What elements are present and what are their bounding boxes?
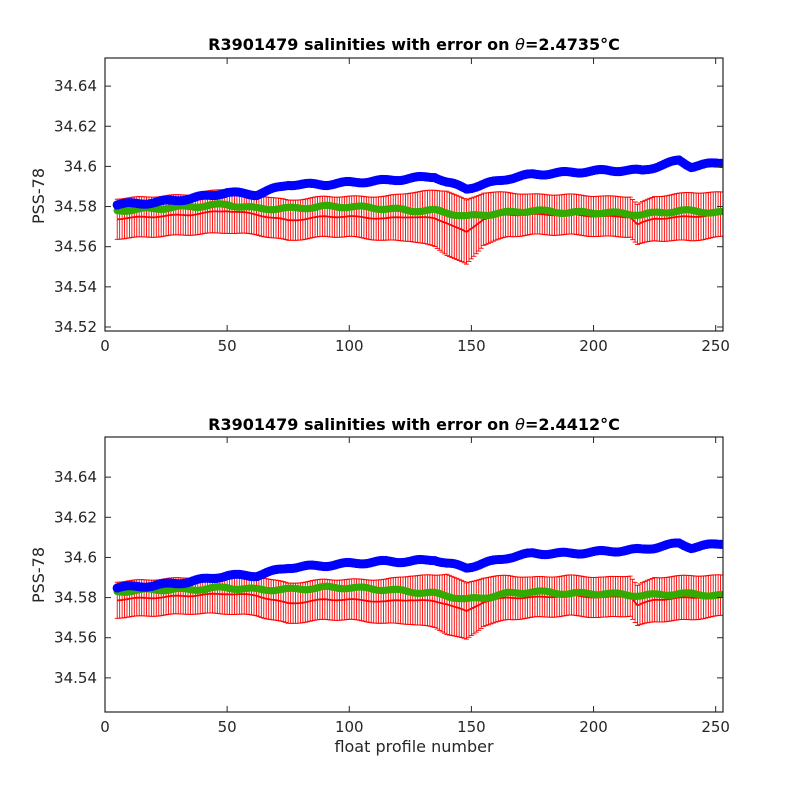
chart-top: R3901479 salinities with error on θ=2.47… (29, 35, 730, 355)
chart-bottom-ylabel: PSS-78 (29, 547, 48, 603)
x-tick-label: 50 (218, 337, 237, 355)
chart-bottom-title-unit: °C (600, 415, 620, 434)
chart-top-title-theta: θ (515, 35, 525, 54)
x-tick-label: 0 (100, 337, 110, 355)
blue-marker (718, 539, 723, 549)
x-tick-label: 250 (701, 718, 730, 736)
x-tick-label: 50 (218, 718, 237, 736)
y-tick-label: 34.62 (54, 117, 97, 135)
y-tick-label: 34.64 (54, 468, 97, 486)
x-tick-label: 200 (579, 337, 608, 355)
chart-top-title-value: =2.4735 (525, 35, 600, 54)
plot-content (112, 538, 723, 640)
blue-marker (718, 158, 723, 168)
chart-top-plot-area: 0 50 100 150 200 250 34.52 34.54 34.56 34.58 34.6 3… (54, 57, 730, 355)
y-tick-label: 34.56 (54, 238, 97, 256)
x-tick-label: 100 (335, 337, 364, 355)
chart-bottom: R3901479 salinities with error on θ=2.44… (29, 415, 730, 756)
chart-bottom-title: R3901479 salinities with error on θ=2.44… (208, 415, 620, 434)
error-bars (114, 188, 723, 265)
chart-bottom-xlabel: float profile number (334, 737, 494, 756)
y-tick-label: 34.52 (54, 318, 97, 336)
chart-bottom-title-value: =2.4412 (525, 415, 600, 434)
chart-bottom-title-prefix: R3901479 salinities with error on (208, 415, 515, 434)
plot-content (112, 155, 723, 265)
chart-top-title-prefix: R3901479 salinities with error on (208, 35, 515, 54)
axes-box (104, 436, 724, 713)
y-tick-label: 34.6 (64, 548, 97, 566)
error-bars (114, 573, 723, 640)
y-tick-label: 34.6 (64, 157, 97, 175)
axes-box (104, 57, 724, 332)
chart-top-ylabel: PSS-78 (29, 168, 48, 224)
x-tick-label: 100 (335, 718, 364, 736)
x-tick-label: 150 (457, 337, 486, 355)
x-tick-label: 0 (100, 718, 110, 736)
series-red-line (117, 210, 723, 234)
y-tick-label: 34.58 (54, 589, 97, 607)
chart-bottom-plot-area: 0 50 100 150 200 250 34.54 34.56 34.58 34.6 34.62 3… (54, 436, 730, 736)
y-tick-label: 34.62 (54, 508, 97, 526)
x-tick-label: 150 (457, 718, 486, 736)
x-tick-label: 250 (701, 337, 730, 355)
x-tick-label: 200 (579, 718, 608, 736)
y-tick-label: 34.56 (54, 629, 97, 647)
series-blue-markers (112, 155, 723, 210)
chart-top-title: R3901479 salinities with error on θ=2.47… (208, 35, 620, 54)
y-tick-label: 34.54 (54, 669, 97, 687)
series-blue-markers (112, 538, 723, 593)
y-tick-label: 34.54 (54, 278, 97, 296)
y-tick-label: 34.64 (54, 77, 97, 95)
chart-top-title-unit: °C (600, 35, 620, 54)
y-tick-label: 34.58 (54, 198, 97, 216)
chart-bottom-title-theta: θ (515, 415, 525, 434)
series-green-markers (113, 200, 723, 220)
